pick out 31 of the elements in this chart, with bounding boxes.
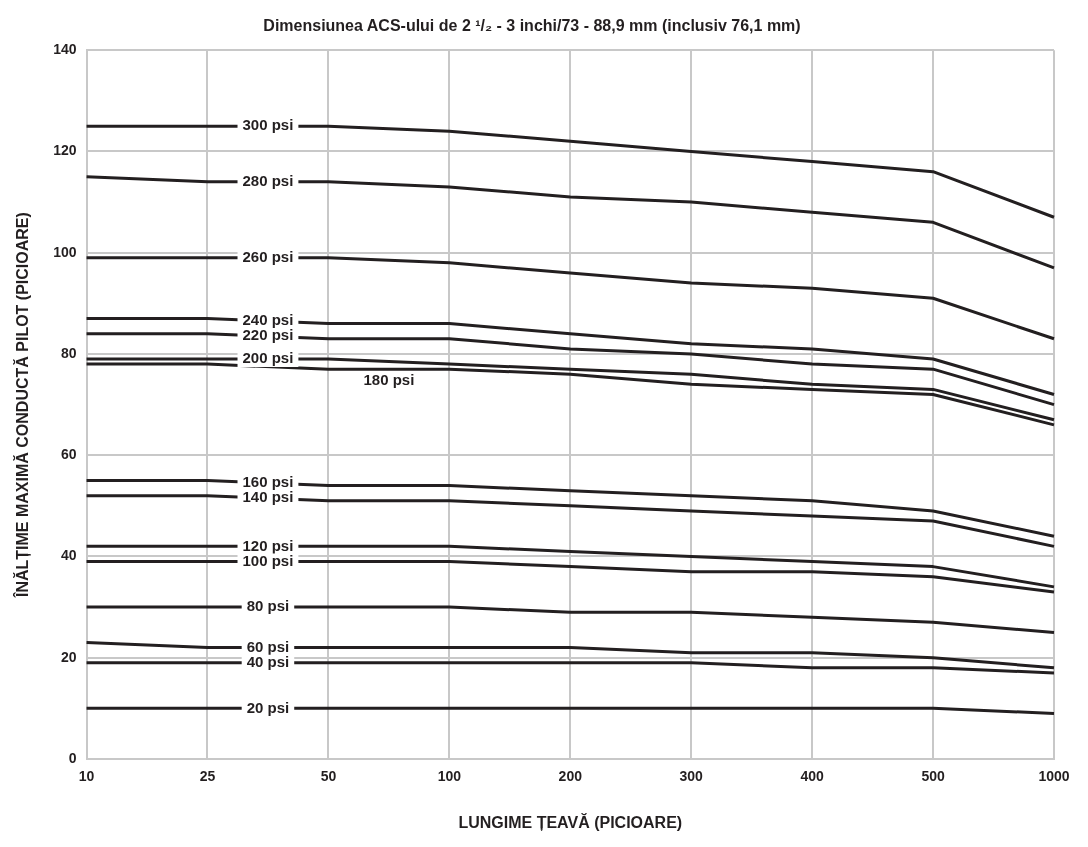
y-tick-label: 20 (60, 648, 77, 665)
x-tick-label: 500 (921, 768, 945, 785)
series-label: 280 psi (242, 171, 294, 189)
x-axis-title: LUNGIME ȚEAVĂ (PICIOARE) (458, 812, 683, 831)
x-tick-label: 10 (78, 768, 95, 785)
y-axis-title: ÎNĂLȚIME MAXIMĂ CONDUCTĂ PILOT (PICIOARE) (13, 212, 32, 599)
series-label: 120 psi (242, 536, 294, 554)
x-tick-label: 1000 (1038, 768, 1070, 785)
x-tick-label: 400 (800, 768, 825, 785)
y-tick-label: 80 (60, 344, 77, 361)
series-label: 260 psi (242, 247, 294, 265)
series-label: 20 psi (246, 698, 290, 716)
y-tick-label: 40 (60, 547, 77, 564)
series-label: 240 psi (242, 311, 294, 329)
y-tick-label: 120 (53, 142, 77, 159)
y-tick-label: 0 (68, 749, 77, 766)
x-tick-label: 25 (199, 768, 216, 785)
series-label: 200 psi (242, 349, 294, 367)
series-label: 180 psi (363, 371, 415, 389)
series-label: 160 psi (242, 473, 294, 491)
y-tick-label: 60 (60, 446, 77, 463)
x-tick-label: 200 (558, 768, 583, 785)
series-label: 300 psi (242, 116, 294, 134)
chart-title: Dimensiunea ACS-ului de 2 ¹/₂ - 3 inchi/73 - 88,9 mm (inclusiv 76,1 mm) (263, 17, 801, 35)
series-label: 80 psi (246, 597, 290, 615)
series-label: 60 psi (246, 637, 290, 655)
x-tick-label: 50 (320, 768, 337, 785)
y-tick-label: 140 (53, 41, 77, 58)
x-tick-label: 300 (679, 768, 704, 785)
y-tick-label: 100 (53, 243, 77, 260)
x-tick-label: 100 (437, 768, 462, 785)
